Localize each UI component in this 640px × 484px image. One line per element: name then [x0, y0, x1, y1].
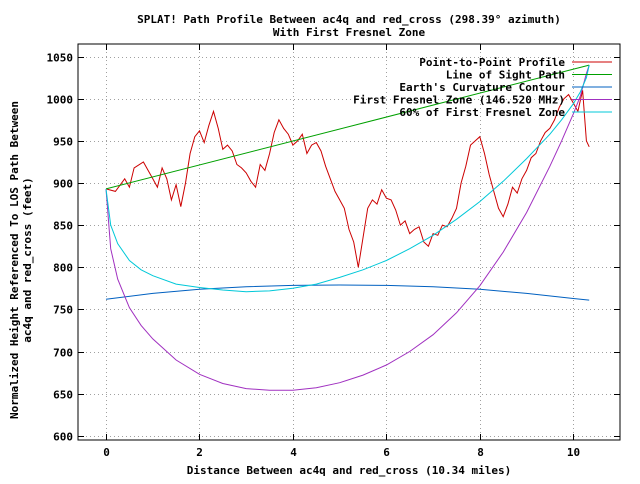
y-tick-label: 900: [53, 178, 73, 191]
x-tick-label: 0: [103, 446, 110, 459]
legend-label-60-of-first-fresnel-zone: 60% of First Fresnel Zone: [399, 106, 565, 119]
plot-frame: [77, 43, 621, 441]
x-axis-label: Distance Between ac4q and red_cross (10.…: [187, 464, 512, 477]
legend-label-earth-s-curvature-contour: Earth's Curvature Contour: [399, 81, 565, 94]
y-tick-label: 700: [53, 347, 73, 360]
y-tick-label: 650: [53, 389, 73, 402]
x-tick-label: 10: [567, 446, 580, 459]
x-tick-label: 8: [477, 446, 484, 459]
legend-label-point-to-point-profile: Point-to-Point Profile: [419, 56, 565, 69]
y-axis-label-line-1: Normalized Height Referenced To LOS Path…: [8, 101, 21, 419]
y-tick-label: 950: [53, 136, 73, 149]
series-layer: [105, 64, 590, 391]
series-line-line-of-sight-path: [105, 64, 590, 190]
y-tick-label: 1050: [47, 52, 74, 65]
y-axis-label: Normalized Height Referenced To LOS Path…: [8, 101, 34, 419]
y-axis-label-line-2: ac4q and red_cross (feet): [21, 177, 34, 343]
series-line-earth-s-curvature-contour: [105, 284, 590, 301]
legend-label-line-of-sight-path: Line of Sight Path: [446, 69, 565, 82]
y-tick-label: 850: [53, 220, 73, 233]
legend-label-first-fresnel-zone-146-520-mhz: First Fresnel Zone (146.520 MHz): [353, 94, 565, 107]
y-tick-label: 750: [53, 304, 73, 317]
y-tick-label: 800: [53, 262, 73, 275]
series-line-60-of-first-fresnel-zone: [105, 64, 590, 293]
series-line-first-fresnel-zone-146-520-mhz: [105, 64, 590, 391]
x-tick-label: 2: [196, 446, 203, 459]
chart-title: SPLAT! Path Profile Between ac4q and red…: [137, 13, 561, 26]
chart-subtitle: With First Fresnel Zone: [273, 26, 426, 39]
ticks-layer: 600 650 700 750 800 850 900 950 1000 1050 0 2 4 6 8 10: [47, 44, 620, 459]
x-tick-label: 4: [290, 446, 297, 459]
series-line-point-to-point-profile: [105, 90, 590, 268]
y-tick-label: 600: [53, 431, 73, 444]
y-tick-label: 1000: [47, 94, 74, 107]
x-tick-label: 6: [383, 446, 390, 459]
